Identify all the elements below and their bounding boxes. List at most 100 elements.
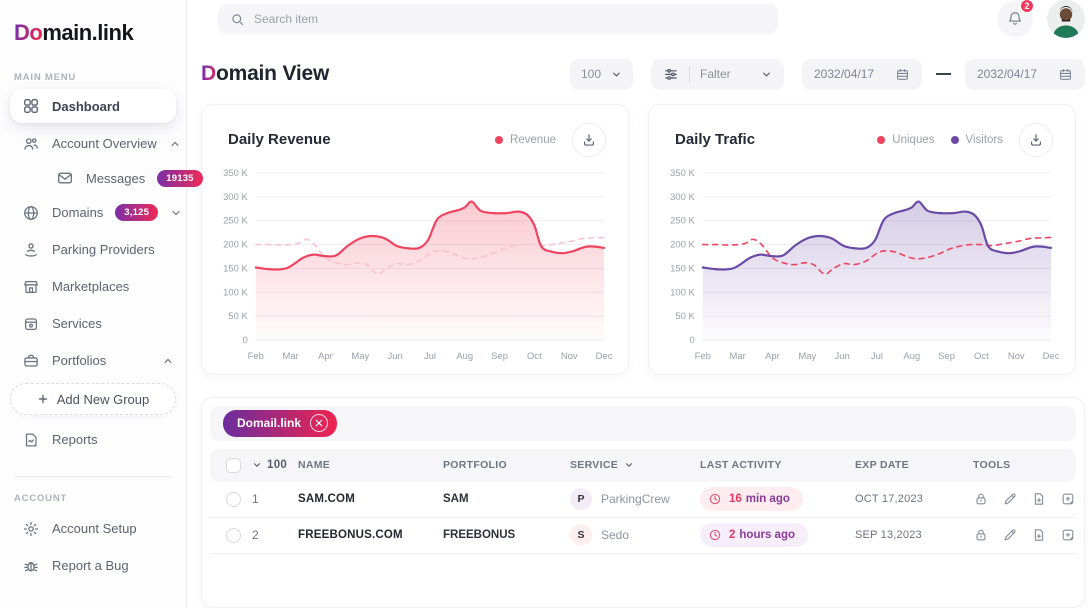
svg-text:Oct: Oct <box>527 351 542 362</box>
select-all-count[interactable]: 100 <box>252 459 298 471</box>
page-title: Domain View <box>201 62 329 86</box>
legend-dot <box>494 135 503 144</box>
col-last-activity[interactable]: LAST ACTIVITY <box>700 459 782 472</box>
table-row[interactable]: 1 SAM.COM SAM P ParkingCrew 16 min ago O… <box>210 482 1076 518</box>
svg-text:Mar: Mar <box>282 351 298 362</box>
sidebar-item-label: Messages <box>86 170 146 186</box>
col-service[interactable]: SERVICE <box>570 459 700 471</box>
filter-dropdown[interactable]: Falter <box>651 58 784 90</box>
table-row[interactable]: 2 FREEBONUS.COM FREEBONUS S Sedo 2 hours… <box>210 518 1076 554</box>
chevron-down-icon <box>253 463 261 468</box>
svg-text:Nov: Nov <box>1008 351 1025 362</box>
brand-logo[interactable]: Domain.link <box>0 16 186 46</box>
download-chart-button[interactable] <box>572 122 606 157</box>
date-to-picker[interactable]: 2032/04/17 <box>965 58 1085 90</box>
daily-revenue-chart: 0 50 K 100 K 150 K 200 K 250 K 300 K 350 K Feb Ma… <box>223 168 613 362</box>
sidebar: Domain.link MAIN MENU Dashboard Account … <box>0 0 203 608</box>
topbar-right: 2 <box>997 0 1085 39</box>
download-chart-button[interactable] <box>1019 122 1053 157</box>
sidebar-item-label: Marketplaces <box>52 279 130 294</box>
main-menu-label: MAIN MENU <box>14 72 77 83</box>
sidebar-item-reports[interactable]: Reports <box>0 421 186 458</box>
date-range-separator <box>936 73 951 76</box>
topbar: 2 <box>187 0 1088 39</box>
export-note-button[interactable] <box>1060 491 1076 507</box>
svg-text:Jun: Jun <box>834 351 849 362</box>
daily-revenue-card: Daily Revenue Revenue 0 50 K 100 K 150 K 200… <box>201 103 629 375</box>
svg-text:250 K: 250 K <box>223 216 248 227</box>
row-number: 2 <box>252 528 259 543</box>
sidebar-item-label: Portfolios <box>52 353 107 368</box>
chevron-down-icon <box>625 463 633 468</box>
sliders-icon <box>663 66 679 82</box>
gear-icon <box>22 520 40 538</box>
close-icon[interactable] <box>310 414 329 433</box>
date-from-picker[interactable]: 2032/04/17 <box>802 58 922 90</box>
col-service-label: SERVICE <box>570 459 619 472</box>
clock-icon <box>709 530 721 541</box>
main-content: 2 Domain View 100 Falter 2032/04/17 <box>187 0 1088 608</box>
page-title-rest: omain View <box>215 62 330 86</box>
search-input[interactable] <box>254 12 766 27</box>
svg-text:300 K: 300 K <box>223 192 248 203</box>
page-size-select[interactable]: 100 <box>570 58 633 90</box>
page-head: Domain View 100 Falter 2032/04/17 2032/0… <box>187 39 1088 90</box>
svg-text:Sep: Sep <box>938 351 955 362</box>
sidebar-item-marketplaces[interactable]: Marketplaces <box>0 268 186 305</box>
select-all-checkbox[interactable] <box>226 457 241 473</box>
calendar-icon <box>1058 67 1073 82</box>
notifications-button[interactable]: 2 <box>997 0 1035 38</box>
messages-count-badge: 19135 <box>157 169 203 187</box>
row-checkbox[interactable] <box>226 491 241 507</box>
lock-button[interactable] <box>973 491 989 507</box>
sidebar-item-dashboard[interactable]: Dashboard <box>10 89 176 123</box>
chevron-down-icon[interactable] <box>170 207 182 219</box>
users-icon <box>22 135 40 153</box>
brand-logo-rest: main.link <box>42 20 134 45</box>
export-note-button[interactable] <box>1060 527 1076 543</box>
domain-name[interactable]: SAM.COM <box>298 493 355 506</box>
activity-unit: min ago <box>745 493 790 506</box>
lock-button[interactable] <box>973 527 989 543</box>
sidebar-item-account-setup[interactable]: Account Setup <box>0 510 186 547</box>
sidebar-item-domains[interactable]: Domains 3,125 <box>0 194 186 231</box>
store-icon <box>22 278 40 296</box>
chevron-up-icon[interactable] <box>169 138 181 150</box>
add-file-button[interactable] <box>1031 527 1047 543</box>
search-box[interactable] <box>218 4 778 35</box>
edit-button[interactable] <box>1002 491 1018 507</box>
charts-row: Daily Revenue Revenue 0 50 K 100 K 150 K 200… <box>187 90 1088 375</box>
avatar[interactable] <box>1047 0 1085 39</box>
svg-text:300 K: 300 K <box>670 192 695 203</box>
sidebar-item-services[interactable]: Services <box>0 305 186 342</box>
col-portfolio[interactable]: PORTFOLIO <box>443 459 507 472</box>
sidebar-item-account-overview[interactable]: Account Overview <box>0 125 186 162</box>
parking-icon <box>22 241 40 259</box>
globe-icon <box>22 204 40 222</box>
svg-text:0: 0 <box>690 335 695 346</box>
svg-text:200 K: 200 K <box>670 239 695 250</box>
file-plus-icon <box>1034 493 1044 506</box>
svg-text:May: May <box>798 351 816 362</box>
svg-text:50 K: 50 K <box>675 311 695 322</box>
legend-label: Revenue <box>509 133 556 146</box>
chevron-down-icon <box>761 69 772 80</box>
sidebar-item-portfolios[interactable]: Portfolios <box>0 342 186 379</box>
add-file-button[interactable] <box>1031 491 1047 507</box>
sidebar-item-messages[interactable]: Messages 19135 <box>0 162 203 194</box>
edit-button[interactable] <box>1002 527 1018 543</box>
row-checkbox[interactable] <box>226 527 241 543</box>
col-exp-date[interactable]: EXP DATE <box>855 459 909 472</box>
add-new-group-button[interactable]: Add New Group <box>10 383 176 415</box>
domain-name[interactable]: FREEBONUS.COM <box>298 529 403 542</box>
domain-filter-chip[interactable]: Domail.link <box>223 409 338 437</box>
last-activity-cell: 16 min ago <box>700 487 855 512</box>
svg-text:Feb: Feb <box>695 351 711 362</box>
col-name[interactable]: NAME <box>298 459 331 472</box>
sidebar-item-report-a-bug[interactable]: Report a Bug <box>0 547 186 584</box>
page-size-value: 100 <box>580 67 602 82</box>
svg-text:Nov: Nov <box>561 351 578 362</box>
chevron-up-icon[interactable] <box>162 355 174 367</box>
sidebar-item-parking-providers[interactable]: Parking Providers <box>0 231 186 268</box>
filter-chips-bar: Domail.link <box>210 405 1076 441</box>
